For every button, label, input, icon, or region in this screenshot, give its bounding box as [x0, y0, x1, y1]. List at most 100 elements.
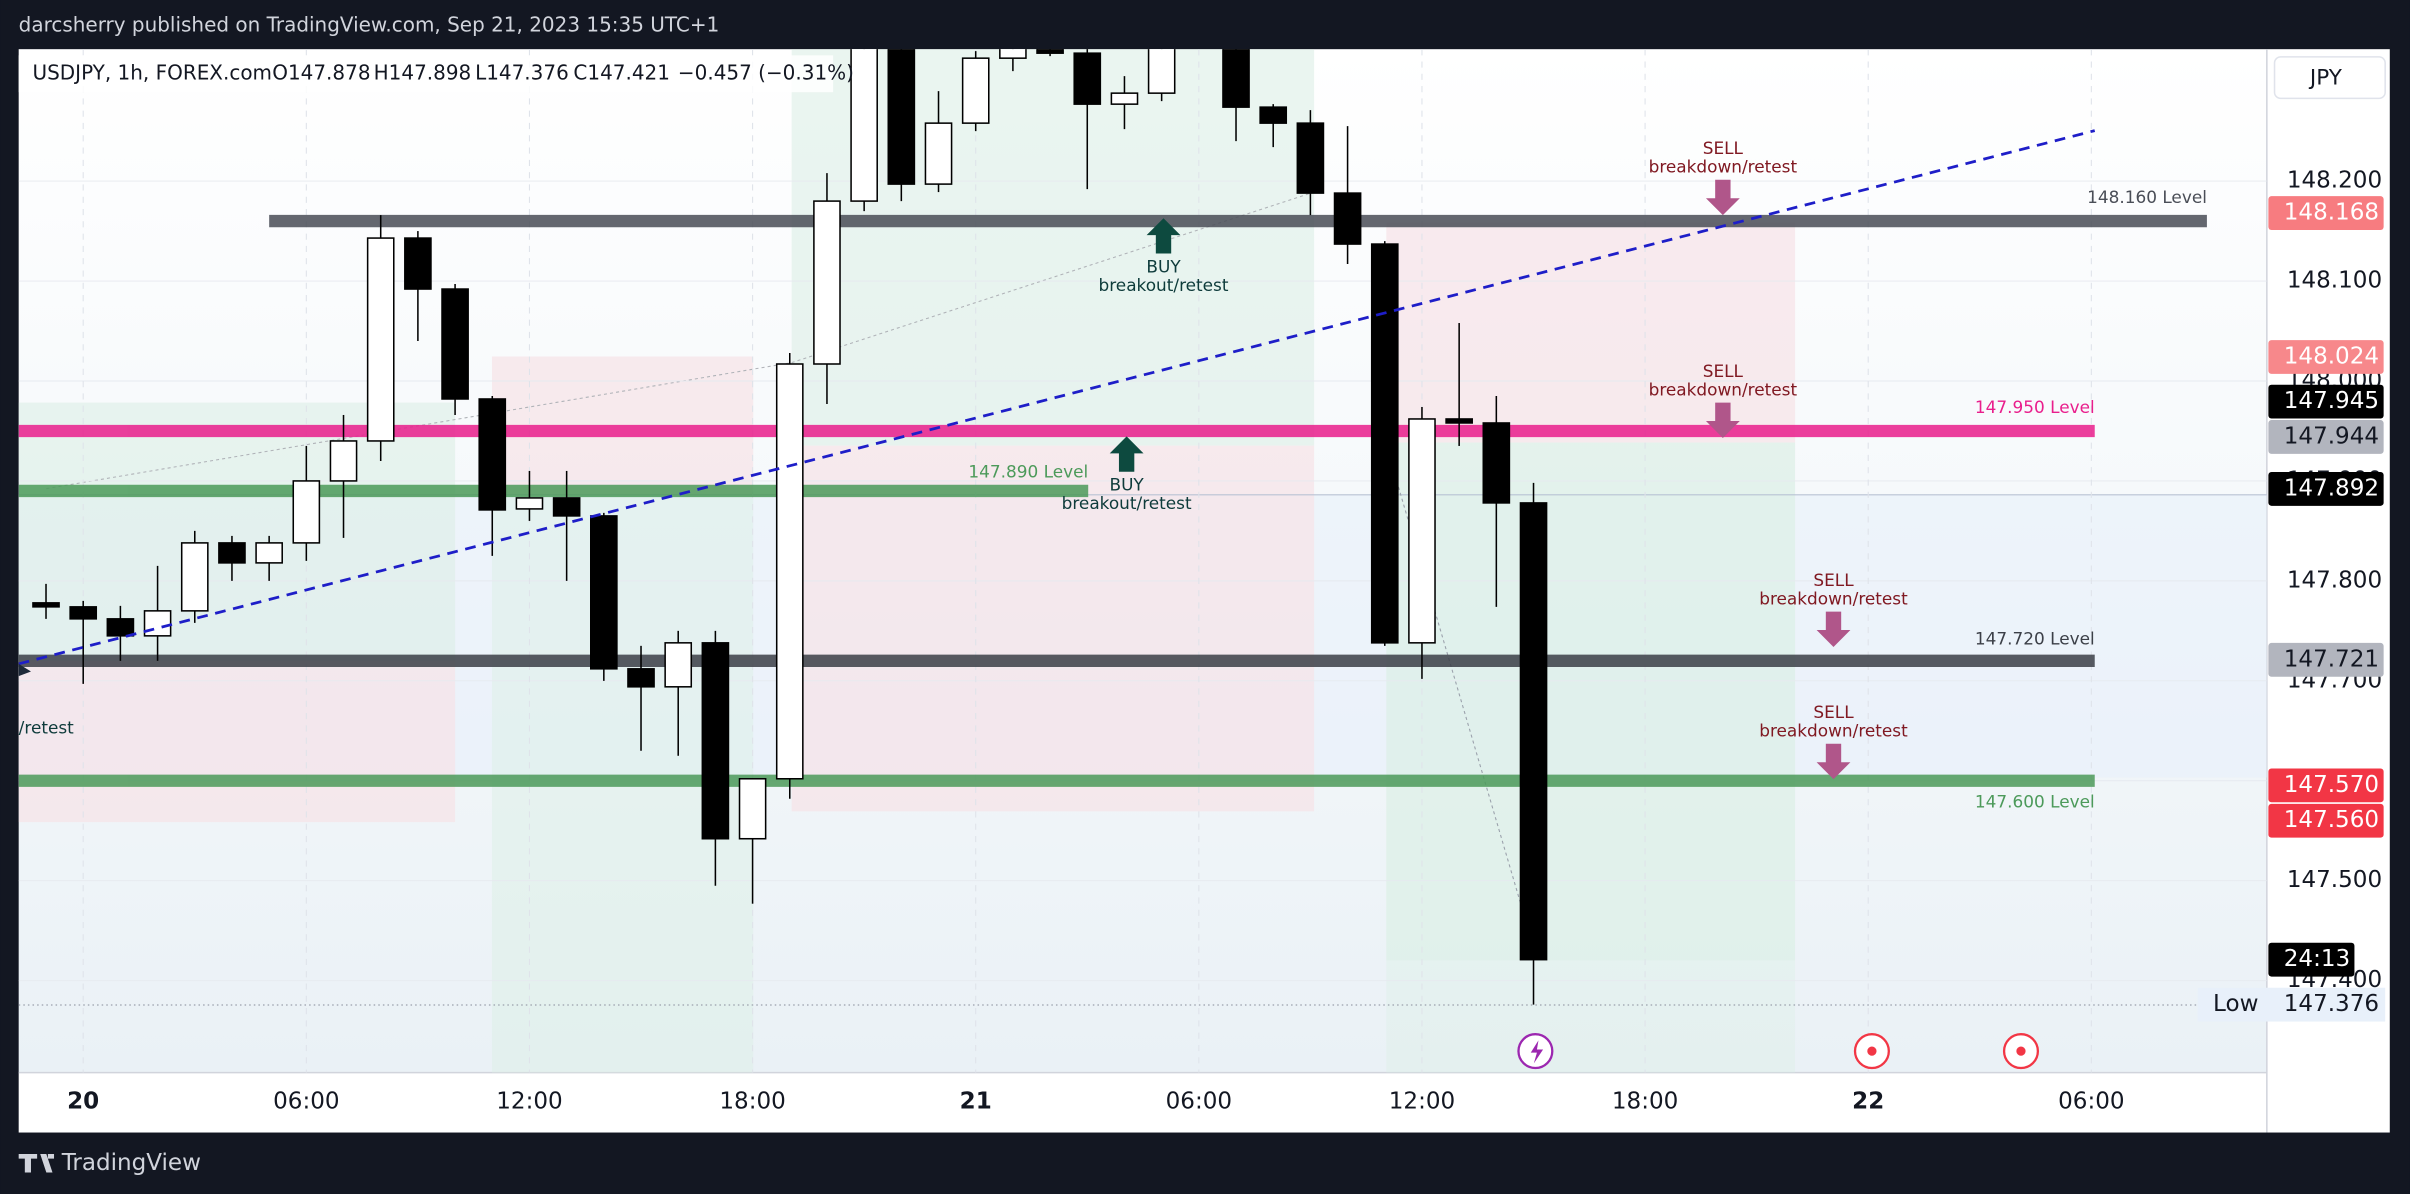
candle-body	[924, 122, 953, 185]
candle-body	[1296, 122, 1325, 194]
signal: SELL	[1703, 138, 1744, 158]
candle-body	[478, 398, 507, 511]
overlays	[18, 129, 2096, 677]
signal: SELL	[1703, 361, 1744, 381]
ohlc: H147.898	[374, 60, 472, 84]
level-label: 147.720 Level	[1975, 628, 2095, 648]
y-tick-label: 148.100	[2287, 268, 2382, 294]
price-label: 148.168	[2284, 200, 2379, 226]
profit-zone	[1386, 960, 1796, 1073]
candle-body	[515, 497, 544, 510]
currency: JPY	[2308, 65, 2343, 90]
level-label: 147.600 Level	[1975, 791, 2095, 811]
signal-arrow	[1705, 402, 1740, 438]
signal-arrow	[1816, 611, 1851, 647]
candle-body	[366, 237, 395, 442]
price-label-bg	[2268, 642, 2384, 677]
loss-zone	[791, 445, 1315, 812]
x-tick-label: 12:00	[496, 1088, 562, 1114]
candle-body	[1408, 418, 1436, 644]
brand-logo	[18, 1154, 55, 1173]
x-tick-label: 18:00	[719, 1088, 785, 1114]
signal-note: breakout/retest	[1099, 275, 1229, 295]
signal: SELL	[1813, 570, 1854, 590]
price-label-bg	[2268, 472, 2384, 506]
candle-body	[69, 606, 98, 620]
price-label-bg	[2268, 196, 2384, 230]
candle-body	[813, 200, 841, 365]
candle-body	[1333, 192, 1362, 245]
signal-arrow	[1109, 436, 1144, 472]
candle-body	[180, 542, 209, 612]
candle-body	[255, 542, 283, 564]
candle-body	[590, 515, 618, 670]
signal-note: breakout/retest	[1062, 493, 1192, 513]
candle-body	[32, 602, 60, 608]
candle-body	[1259, 106, 1288, 124]
signal-arrow	[1146, 218, 1181, 254]
candle-body	[329, 440, 358, 482]
loss-zone	[1386, 222, 1796, 443]
price-label-bg	[2268, 768, 2384, 803]
signal-note: breakdown/retest	[1649, 379, 1798, 399]
x-tick-label: 06:00	[2058, 1088, 2124, 1114]
y-tick-label: 147.500	[2287, 867, 2382, 893]
signal: BUY	[1109, 475, 1144, 495]
edge-note: /retest	[19, 717, 74, 737]
candle-body	[738, 777, 767, 840]
candle-body	[1519, 502, 1548, 961]
candle-body	[1036, 49, 1064, 54]
low-label: Low	[2213, 991, 2258, 1017]
x-tick-label: 18:00	[1612, 1088, 1678, 1114]
candle-body	[664, 642, 693, 688]
profit-zone	[1386, 442, 1796, 961]
price-label: 147.944	[2284, 423, 2379, 449]
signal-note: breakdown/retest	[1649, 156, 1798, 176]
x-tick-label: 21	[960, 1088, 992, 1114]
candle-body	[1445, 418, 1473, 424]
candle-body	[999, 49, 1027, 59]
currency-button[interactable]	[2273, 56, 2386, 100]
time-axis	[18, 1072, 2267, 1133]
ohlc: −0.457 (−0.31%)	[678, 60, 854, 84]
candle-body	[627, 668, 655, 688]
level-label: 147.950 Level	[1975, 397, 2095, 417]
y-tick-label: 147.800	[2287, 567, 2382, 593]
price-label: 147.892	[2284, 475, 2379, 501]
ohlc: O147.878	[272, 60, 370, 84]
x-tick-label: 20	[67, 1088, 99, 1114]
candle-body	[218, 542, 246, 564]
candle-body	[1147, 49, 1176, 94]
symbol: USDJPY, 1h, FOREX.com	[33, 60, 272, 84]
event-icon	[1530, 1040, 1544, 1064]
price-label: 147.721	[2284, 646, 2379, 672]
brand: TradingView	[61, 1150, 201, 1176]
candle-body	[1222, 49, 1250, 108]
price-label: 148.024	[2284, 344, 2379, 370]
publisher: darcsherry published on TradingView.com,…	[19, 13, 720, 37]
signal-note: breakdown/retest	[1759, 720, 1908, 740]
levels: 148.160 Level 147.950 Level 147.890 Level 1…	[18, 187, 2207, 811]
x-tick-label: 22	[1852, 1088, 1884, 1114]
candle-body	[701, 642, 730, 840]
price-label-bg	[2268, 420, 2384, 454]
level-label: 148.160 Level	[2087, 187, 2207, 207]
candle-body	[106, 618, 135, 637]
event-icon	[1867, 1046, 1877, 1056]
price-label: 147.570	[2284, 772, 2379, 798]
level-label: 147.890 Level	[968, 461, 1088, 481]
signal-note: breakdown/retest	[1759, 588, 1908, 608]
candle-body	[850, 49, 878, 202]
x-tick-label: 12:00	[1389, 1088, 1455, 1114]
x-tick-label: 06:00	[273, 1088, 339, 1114]
low-value: 147.376	[2284, 991, 2379, 1017]
signal-arrow	[1705, 179, 1740, 216]
candle-body	[1370, 243, 1399, 644]
price-label: 147.945	[2284, 388, 2379, 414]
candle-body	[1073, 52, 1102, 105]
candles	[32, 49, 1548, 1005]
ohlc: L147.376	[475, 60, 569, 84]
candle-body	[441, 288, 469, 400]
low-bg	[2197, 987, 2386, 1022]
